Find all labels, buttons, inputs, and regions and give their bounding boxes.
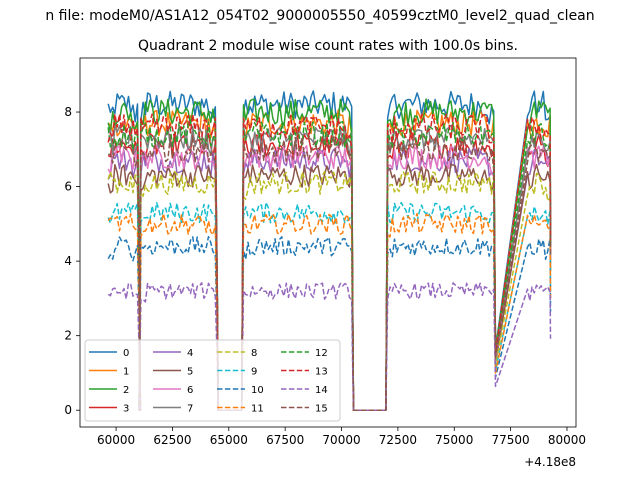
y-tick-label: 8 <box>64 105 72 119</box>
y-tick-label: 6 <box>64 180 72 194</box>
series-line-13 <box>107 113 552 411</box>
legend-label: 0 <box>123 348 129 359</box>
legend-label: 10 <box>251 385 264 396</box>
legend-label: 3 <box>123 404 129 415</box>
x-tick-label: 67500 <box>266 433 304 447</box>
legend-label: 6 <box>187 385 193 396</box>
series-line-11 <box>107 212 552 411</box>
plot-frame <box>79 57 577 428</box>
x-tick-label: 70000 <box>322 433 360 447</box>
series-line-10 <box>107 235 552 411</box>
series-line-5 <box>107 163 552 411</box>
legend-label: 5 <box>187 367 193 378</box>
series-line-14 <box>107 282 552 411</box>
x-tick-label: 80000 <box>548 433 586 447</box>
chart-title: Quadrant 2 module wise count rates with … <box>138 38 518 54</box>
x-tick-label: 65000 <box>210 433 248 447</box>
figure-suptitle: n file: modeM0/AS1A12_054T02_9000005550_… <box>45 8 594 24</box>
series-line-6 <box>107 144 552 411</box>
legend-label: 12 <box>315 348 328 359</box>
x-axis: 60000 62500 65000 67500 70000 72500 75000 77500… <box>97 427 586 447</box>
legend-label: 1 <box>123 367 129 378</box>
y-tick-label: 4 <box>64 254 72 268</box>
series-line-15 <box>108 136 552 411</box>
series-line-2 <box>107 98 552 411</box>
y-tick-label: 0 <box>64 403 72 417</box>
y-tick-label: 2 <box>64 329 72 343</box>
legend-label: 15 <box>315 404 328 415</box>
x-tick-label: 60000 <box>97 433 135 447</box>
x-tick-label: 72500 <box>379 433 417 447</box>
x-tick-label: 75000 <box>435 433 473 447</box>
x-tick-label: 77500 <box>492 433 530 447</box>
legend-label: 7 <box>187 404 193 415</box>
legend-label: 11 <box>251 404 264 415</box>
legend-label: 4 <box>187 348 193 359</box>
series-line-4 <box>107 147 552 411</box>
series-lines <box>107 90 552 411</box>
series-line-8 <box>107 170 552 411</box>
legend-label: 14 <box>315 385 328 396</box>
series-line-1 <box>107 109 552 411</box>
x-tick-label: 62500 <box>153 433 191 447</box>
legend-box <box>84 339 341 422</box>
series-line-12 <box>107 120 552 411</box>
legend-label: 9 <box>251 367 257 378</box>
x-offset-label: +4.18e8 <box>524 455 576 469</box>
legend-label: 13 <box>315 367 328 378</box>
series-line-9 <box>107 201 552 411</box>
legend-label: 2 <box>123 385 129 396</box>
y-axis: 0 2 4 6 8 <box>64 105 80 417</box>
legend-label: 8 <box>251 348 257 359</box>
